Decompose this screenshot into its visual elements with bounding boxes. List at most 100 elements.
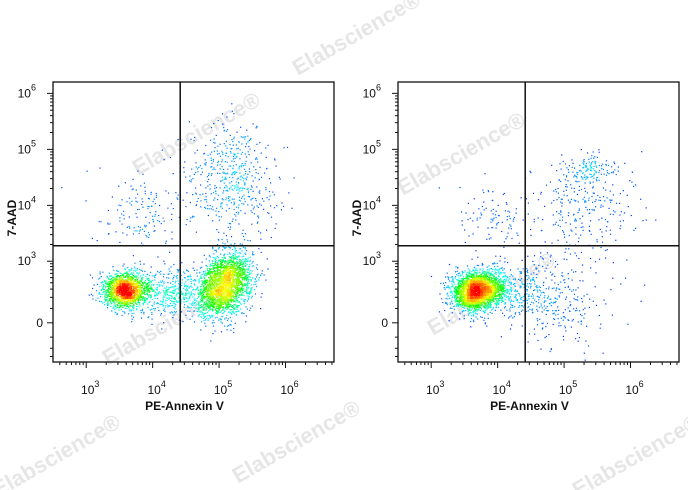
event-dot <box>215 275 217 277</box>
event-dot <box>186 286 188 288</box>
event-dot <box>151 318 153 320</box>
event-dot <box>217 286 219 288</box>
event-dot <box>224 296 226 298</box>
event-dot <box>231 313 233 315</box>
event-dot <box>163 295 165 297</box>
event-dot <box>111 284 114 287</box>
event-dot <box>145 298 147 300</box>
event-dot <box>222 291 224 293</box>
event-dot <box>238 271 240 273</box>
event-dot <box>134 268 136 270</box>
event-dot <box>118 204 120 206</box>
event-dot <box>206 208 209 210</box>
event-dot <box>166 277 168 279</box>
event-dot <box>197 303 199 305</box>
event-dot <box>214 259 216 261</box>
event-dot <box>232 254 234 256</box>
event-dot <box>191 216 193 218</box>
event-dot <box>252 253 254 255</box>
event-dot <box>183 298 185 300</box>
event-dot <box>186 270 188 272</box>
event-dot <box>160 313 162 315</box>
event-dot <box>105 282 107 285</box>
event-dot <box>233 291 235 293</box>
event-dot <box>247 298 250 300</box>
event-dot <box>123 296 125 298</box>
event-dot <box>174 305 176 307</box>
event-dot <box>161 302 163 304</box>
event-dot <box>211 300 213 302</box>
event-dot <box>161 328 163 330</box>
event-dot <box>135 298 138 300</box>
event-dot <box>211 206 214 208</box>
event-dot <box>249 171 251 173</box>
event-dot <box>233 308 235 310</box>
event-dot <box>119 277 121 279</box>
event-dot <box>195 204 198 206</box>
event-dot <box>221 207 223 209</box>
event-dot <box>215 300 217 302</box>
event-dot <box>128 277 130 279</box>
event-dot <box>181 285 183 287</box>
event-dot <box>226 303 228 305</box>
event-dot <box>217 272 219 274</box>
event-dot <box>114 293 116 295</box>
event-dot <box>229 259 231 261</box>
event-dot <box>215 251 218 253</box>
event-dot <box>136 286 139 289</box>
event-dot <box>153 225 155 227</box>
event-dot <box>220 307 222 309</box>
event-dot <box>240 287 242 290</box>
event-dot <box>225 197 227 199</box>
event-dot <box>241 277 243 279</box>
event-dot <box>180 274 182 276</box>
event-dot <box>206 294 208 296</box>
event-dot <box>205 280 207 282</box>
event-dot <box>162 217 164 219</box>
event-dot <box>237 290 239 292</box>
event-dot <box>237 181 240 184</box>
event-dot <box>232 165 235 167</box>
event-dot <box>130 294 132 296</box>
event-dot <box>167 192 170 194</box>
event-dot <box>197 290 199 292</box>
event-dot <box>212 315 214 317</box>
event-dot <box>235 156 237 158</box>
event-dot <box>244 284 246 286</box>
event-dot <box>246 176 248 178</box>
event-dot <box>250 288 252 290</box>
event-dot <box>234 286 236 289</box>
event-dot <box>123 280 125 282</box>
event-dot <box>149 301 151 303</box>
event-dot <box>168 268 170 270</box>
event-dot <box>134 284 137 286</box>
event-dot <box>150 280 152 282</box>
event-dot <box>107 290 109 292</box>
event-dot <box>136 267 138 270</box>
event-dot <box>203 292 205 294</box>
event-dot <box>155 273 157 275</box>
event-dot <box>135 295 137 297</box>
event-dot <box>220 305 222 307</box>
event-dot <box>119 287 121 289</box>
event-dot <box>101 282 103 284</box>
event-dot <box>101 301 103 303</box>
event-dot <box>238 275 240 277</box>
event-dot <box>116 291 118 293</box>
event-dot <box>239 273 241 275</box>
event-dot <box>124 291 126 293</box>
event-dot <box>117 282 119 284</box>
event-dot <box>119 293 121 296</box>
event-dot <box>247 285 249 287</box>
event-dot <box>229 284 231 286</box>
event-dot <box>208 300 210 303</box>
event-dot <box>270 216 273 218</box>
event-dot <box>228 302 230 304</box>
event-dot <box>222 179 224 181</box>
event-dot <box>146 283 148 286</box>
event-dot <box>116 296 119 298</box>
event-dot <box>157 270 159 273</box>
event-dot <box>217 172 219 174</box>
event-dot <box>170 291 172 293</box>
event-dot <box>105 296 107 298</box>
